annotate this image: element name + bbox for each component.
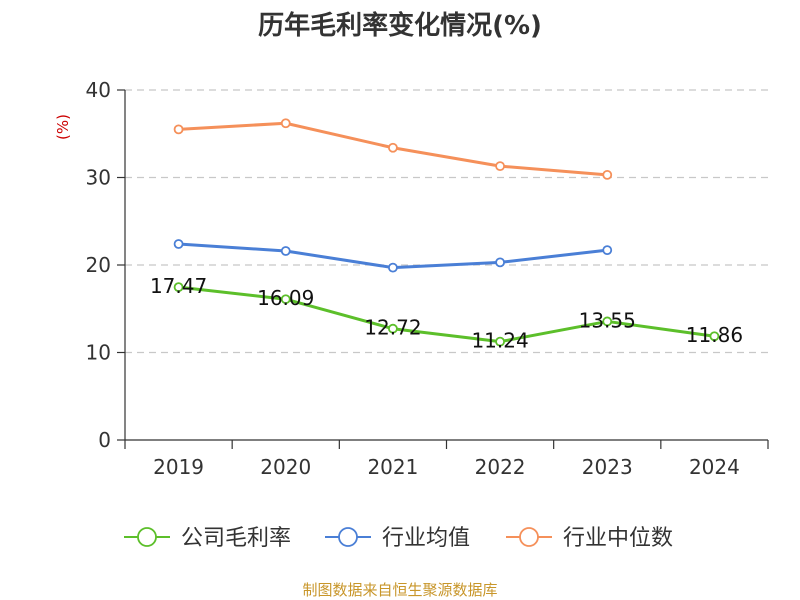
legend-label: 行业均值 [382,526,470,551]
source-note: 制图数据来自恒生聚源数据库 [302,581,497,599]
legend: 公司毛利率 行业均值 行业中位数 [124,526,673,551]
data-label: 11.24 [471,329,528,353]
legend-marker [137,527,157,547]
data-point [280,246,291,256]
y-tick-label: 30 [86,166,111,190]
data-point [495,336,505,347]
x-tick-label: 2023 [582,455,633,479]
x-tick-label: 2024 [689,455,740,479]
series-lines [173,118,720,347]
legend-marker [519,527,539,547]
y-tick-label: 20 [86,253,111,277]
axes: 0 10 20 30 40 2019 2020 2021 2022 2023 2024 [86,78,769,479]
data-point [709,331,720,342]
y-tick-label: 40 [86,78,111,102]
x-tick-label: 2019 [153,455,204,479]
data-point [280,294,291,305]
data-point [495,161,505,172]
data-point [388,262,398,273]
series-line-0 [178,285,715,344]
data-label: 17.47 [150,274,207,298]
data-labels: 17.47 16.09 12.72 11.24 13.55 11.86 [150,274,743,353]
data-label: 11.86 [686,323,743,347]
y-tick-label: 0 [98,428,111,452]
data-point [602,169,613,180]
data-point [280,118,291,129]
data-point [602,245,613,256]
legend-label: 公司毛利率 [181,526,291,551]
legend-label: 行业中位数 [563,526,673,551]
data-label: 13.55 [579,308,636,332]
data-label: 12.72 [364,316,421,340]
y-axis-unit-label: (%) [54,114,72,140]
data-point [602,316,613,327]
x-tick-label: 2020 [260,455,311,479]
data-point [173,282,184,293]
x-tick-label: 2021 [367,455,418,479]
data-point [388,323,398,334]
grid-lines [125,89,768,354]
data-point [173,239,184,249]
data-point [173,124,184,135]
x-tick-label: 2022 [475,455,526,479]
chart-title: 历年毛利率变化情况(%) [258,10,542,41]
data-point [388,142,398,153]
data-label: 16.09 [257,286,314,310]
legend-marker [338,527,358,547]
data-point [495,257,505,268]
y-tick-label: 10 [86,341,111,365]
